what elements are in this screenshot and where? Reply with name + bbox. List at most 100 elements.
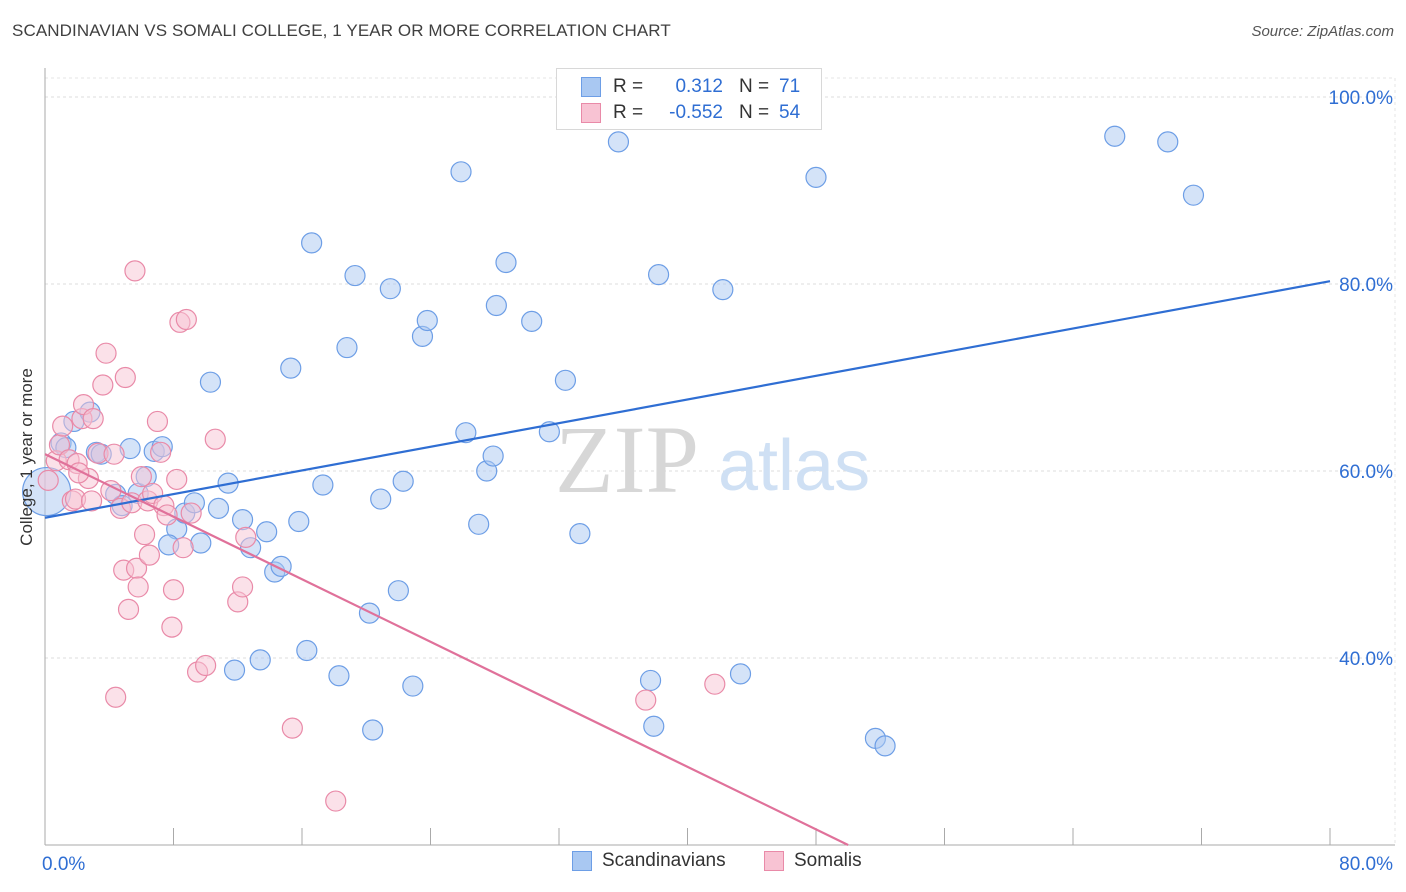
point-scandinavians [607, 131, 630, 153]
legend-row-somalis: R = -0.552 N = 54 [581, 101, 809, 125]
point-scandinavians [288, 510, 310, 533]
point-scandinavians [190, 532, 212, 554]
point-scandinavians [249, 649, 271, 671]
point-scandinavians [712, 279, 734, 301]
point-somalis [204, 428, 226, 450]
point-scandinavians [387, 580, 409, 602]
point-somalis [92, 374, 114, 396]
point-scandinavians [370, 488, 392, 510]
point-scandinavians [495, 251, 517, 274]
point-scandinavians [639, 669, 662, 692]
trend-line-somalis [44, 453, 849, 846]
somalis-swatch [581, 103, 601, 123]
r-value: 0.312 [675, 76, 723, 97]
point-somalis [231, 576, 254, 598]
n-value: 71 [779, 76, 801, 97]
point-scandinavians [482, 445, 504, 467]
point-scandinavians [280, 357, 302, 379]
point-somalis [37, 469, 59, 491]
point-somalis [95, 342, 117, 364]
point-scandinavians [231, 509, 254, 531]
y-tick-label: 40.0% [1339, 649, 1393, 670]
point-somalis [635, 689, 657, 711]
watermark-zip: ZIP [555, 406, 699, 513]
n-label: N = [739, 76, 770, 97]
point-somalis [146, 410, 169, 433]
point-scandinavians [643, 715, 665, 737]
point-somalis [195, 654, 217, 677]
legend-row-scandinavians: R = 0.312 N = 71 [581, 75, 809, 99]
point-scandinavians [336, 336, 358, 359]
point-scandinavians [207, 497, 230, 519]
point-scandinavians [805, 166, 827, 189]
point-somalis [162, 579, 185, 601]
point-scandinavians [1157, 131, 1179, 153]
point-scandinavians [312, 474, 334, 496]
point-somalis [130, 466, 152, 488]
point-scandinavians [1104, 125, 1126, 147]
point-scandinavians [647, 264, 670, 286]
r-label: R = [613, 102, 644, 123]
point-somalis [175, 308, 197, 331]
point-scandinavians [1182, 184, 1205, 206]
point-somalis [161, 616, 183, 638]
point-somalis [52, 415, 74, 437]
point-somalis [127, 576, 149, 598]
point-scandinavians [379, 278, 401, 300]
correlation-legend: R = 0.312 N = 71 R = -0.552 N = 54 [556, 68, 822, 130]
point-scandinavians [199, 371, 222, 393]
scandinavians-swatch [581, 77, 601, 97]
point-somalis [156, 504, 178, 526]
point-somalis [704, 673, 726, 695]
chart-title: SCANDINAVIAN VS SOMALI COLLEGE, 1 YEAR O… [12, 21, 671, 40]
source-label: Source: ZipAtlas.com [1251, 23, 1394, 40]
legend-label: Scandinavians [602, 850, 726, 871]
point-somalis [325, 790, 347, 812]
point-somalis [180, 502, 202, 524]
point-scandinavians [344, 264, 366, 287]
axes [44, 68, 1395, 846]
point-scandinavians [362, 719, 384, 741]
point-somalis [235, 526, 257, 548]
point-scandinavians [521, 310, 543, 332]
legend-label: Somalis [794, 850, 862, 871]
y-tick-label: 100.0% [1329, 88, 1394, 109]
point-somalis [124, 260, 146, 282]
legend-item-somalis[interactable]: Somalis [764, 850, 862, 872]
point-somalis [172, 537, 194, 559]
point-somalis [150, 441, 172, 463]
point-scandinavians [874, 735, 896, 757]
x-tick-label: 0.0% [42, 854, 85, 875]
point-scandinavians [729, 663, 752, 685]
point-scandinavians [416, 309, 438, 332]
r-label: R = [613, 76, 644, 97]
y-tick-label: 60.0% [1339, 462, 1393, 483]
y-tick-label: 80.0% [1339, 275, 1393, 296]
trend-lines [44, 280, 1331, 846]
point-scandinavians [569, 523, 591, 545]
x-tick-label: 80.0% [1339, 854, 1393, 875]
point-scandinavians [468, 513, 490, 535]
scandinavians-legend-swatch [572, 851, 592, 871]
point-scandinavians [485, 294, 507, 317]
point-scandinavians [455, 422, 477, 444]
somalis-legend-swatch [764, 851, 784, 871]
n-value: 54 [779, 102, 801, 123]
point-somalis [138, 544, 161, 566]
point-somalis [166, 468, 188, 491]
point-scandinavians [296, 639, 318, 662]
point-somalis [281, 717, 303, 739]
y-axis-label: College, 1 year or more [17, 368, 36, 546]
tick-labels: 40.0% 60.0% 80.0% 100.0% 0.0% 80.0% [42, 88, 1393, 875]
point-somalis [80, 490, 103, 512]
legend-item-scandinavians[interactable]: Scandinavians [572, 850, 726, 872]
trend-line-scandinavians [44, 280, 1331, 519]
n-label: N = [739, 102, 770, 123]
point-scandinavians [256, 521, 278, 543]
point-somalis [117, 598, 140, 620]
point-scandinavians [450, 161, 472, 183]
point-scandinavians [392, 470, 414, 492]
point-somalis [105, 686, 127, 708]
series-legend: Scandinavians Somalis [0, 850, 1406, 878]
